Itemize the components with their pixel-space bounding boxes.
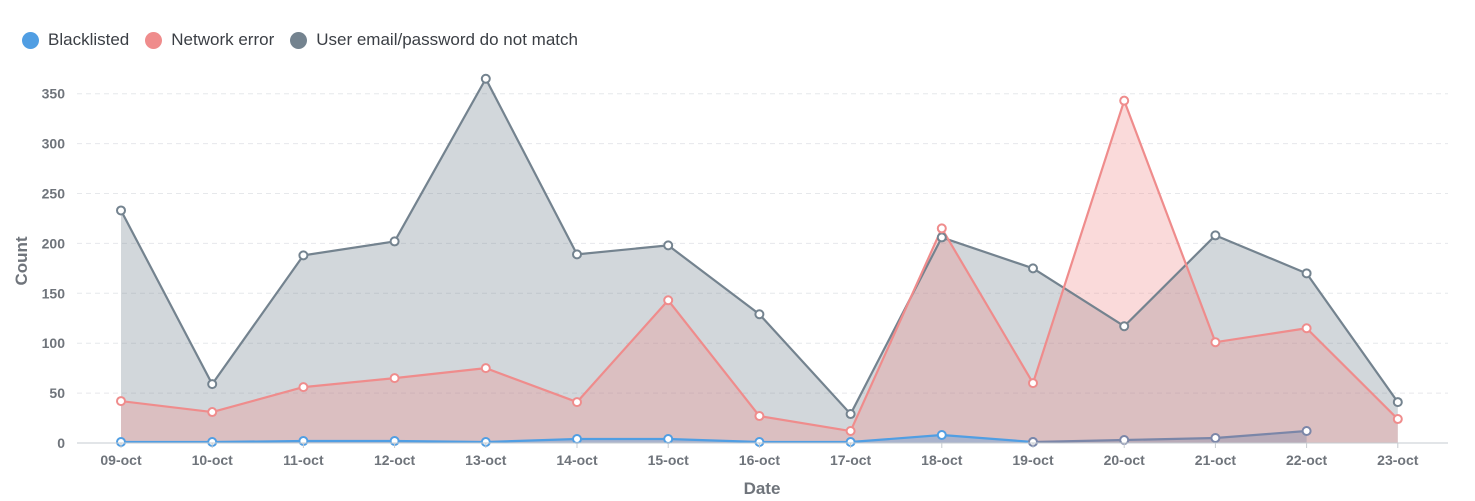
legend-item-user-email-password[interactable]: User email/password do not match xyxy=(290,30,578,50)
x-tick-label: 17-oct xyxy=(830,452,872,468)
y-tick-label: 200 xyxy=(42,235,66,251)
data-point[interactable] xyxy=(1210,337,1221,348)
data-point[interactable] xyxy=(663,434,674,445)
x-tick-label: 21-oct xyxy=(1195,452,1237,468)
x-tick-label: 15-oct xyxy=(648,452,690,468)
x-tick-label: 22-oct xyxy=(1286,452,1328,468)
y-tick-label: 100 xyxy=(42,335,66,351)
data-point[interactable] xyxy=(663,240,674,251)
x-tick-label: 09-oct xyxy=(100,452,142,468)
y-tick-label: 0 xyxy=(57,435,65,451)
data-point[interactable] xyxy=(1028,378,1038,389)
legend-label-network-error: Network error xyxy=(171,30,275,49)
data-point[interactable] xyxy=(480,363,491,374)
series-line-3 xyxy=(1032,429,1307,444)
grid-lines xyxy=(77,93,1448,394)
legend-label-blacklisted: Blacklisted xyxy=(48,30,130,49)
data-point[interactable] xyxy=(207,407,218,418)
axes xyxy=(77,442,1448,448)
data-point[interactable] xyxy=(1301,323,1312,334)
data-point[interactable] xyxy=(298,250,309,261)
x-tick-label: 18-oct xyxy=(921,452,963,468)
data-point[interactable] xyxy=(845,409,856,420)
data-point[interactable] xyxy=(389,373,400,384)
legend-dot-network-error xyxy=(145,31,163,49)
y-tick-label: 50 xyxy=(49,385,65,401)
data-point[interactable] xyxy=(663,295,674,306)
legend-label-user-email-password: User email/password do not match xyxy=(316,30,578,49)
data-point[interactable] xyxy=(936,232,947,243)
data-point[interactable] xyxy=(754,411,765,422)
x-tick-label: 14-oct xyxy=(556,452,598,468)
data-point[interactable] xyxy=(1392,414,1403,425)
legend-dot-blacklisted xyxy=(22,31,39,49)
x-tick-label: 11-oct xyxy=(283,452,324,468)
x-tick-label: 16-oct xyxy=(739,452,781,468)
x-tick-label: 12-oct xyxy=(374,452,416,468)
data-point[interactable] xyxy=(1119,321,1130,332)
data-point[interactable] xyxy=(1119,95,1130,106)
data-point[interactable] xyxy=(936,223,947,234)
y-tick-labels: 0 50 100 150 200 250 300 350 xyxy=(42,86,66,451)
series-area-1 xyxy=(121,100,1398,443)
legend-item-blacklisted[interactable]: Blacklisted xyxy=(22,30,129,50)
data-point[interactable] xyxy=(1301,426,1312,437)
x-tick-label: 13-oct xyxy=(465,452,507,468)
data-point[interactable] xyxy=(298,382,309,393)
data-point[interactable] xyxy=(389,236,400,247)
y-tick-label: 250 xyxy=(42,186,66,202)
y-tick-label: 300 xyxy=(42,136,66,152)
data-point[interactable] xyxy=(572,397,582,408)
data-point[interactable] xyxy=(480,73,491,84)
y-tick-label: 350 xyxy=(42,86,66,102)
y-axis-title: Count xyxy=(12,236,31,285)
data-point[interactable] xyxy=(1028,263,1038,274)
y-tick-label: 150 xyxy=(42,285,66,301)
x-tick-label: 20-oct xyxy=(1104,452,1146,468)
data-point[interactable] xyxy=(116,396,126,407)
data-point[interactable] xyxy=(1210,433,1221,444)
legend: Blacklisted Network error User email/pas… xyxy=(22,30,578,50)
data-point[interactable] xyxy=(116,205,126,216)
data-point[interactable] xyxy=(845,426,856,437)
x-tick-label: 23-oct xyxy=(1377,452,1419,468)
series-area-2 xyxy=(121,78,1398,443)
data-point[interactable] xyxy=(936,430,947,441)
x-tick-labels: 09-oct 10-oct 11-oct 12-oct 13-oct 14-oct 15-o… xyxy=(100,452,1418,468)
x-axis-title: Date xyxy=(744,479,781,498)
series-areas xyxy=(121,78,1398,443)
data-point[interactable] xyxy=(572,249,582,260)
x-tick-label: 10-oct xyxy=(192,452,234,468)
data-point[interactable] xyxy=(1301,268,1312,279)
data-point[interactable] xyxy=(207,379,218,390)
data-point[interactable] xyxy=(572,434,582,445)
x-tick-label: 19-oct xyxy=(1012,452,1054,468)
data-point[interactable] xyxy=(1392,397,1403,408)
legend-item-network-error[interactable]: Network error xyxy=(145,30,274,50)
series-area-3 xyxy=(1033,431,1307,443)
data-point[interactable] xyxy=(754,309,765,320)
data-point[interactable] xyxy=(1210,230,1221,241)
legend-dot-user-email-password xyxy=(290,31,308,49)
